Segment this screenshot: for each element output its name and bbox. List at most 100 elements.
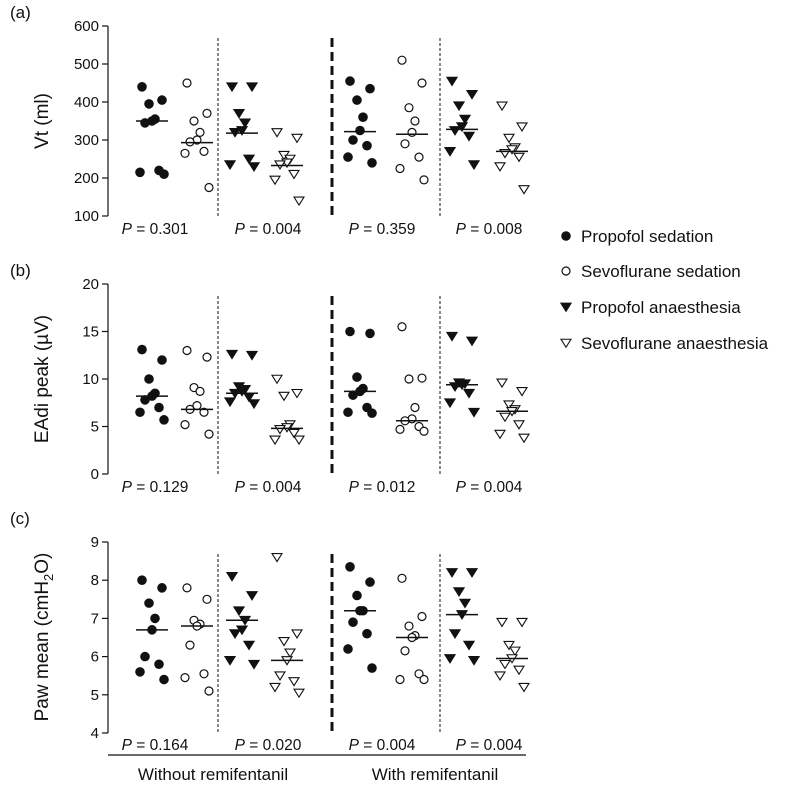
data-point [345,326,355,337]
y-tick-label: 0 [91,466,99,483]
series-propofol-sedation [343,562,377,673]
data-point [516,122,528,132]
data-point [159,415,169,425]
data-point [467,407,481,418]
legend-marker [559,302,573,313]
data-point [494,162,506,172]
data-point [245,350,259,361]
y-axis-label: Paw mean (cmH2O) [32,553,56,722]
data-point [293,196,305,207]
y-tick-label: 20 [82,276,99,293]
legend-marker [561,266,571,276]
data-point [499,659,511,670]
y-axis-label: Vt (ml) [32,93,53,149]
series-propofol-anaesthesia [443,76,481,171]
group-label: With remifentanil [372,765,499,784]
data-point [414,152,424,162]
data-point [395,674,405,685]
data-point [278,391,290,402]
y-tick-label: 300 [74,132,99,149]
data-point [135,667,145,677]
data-point [135,167,145,178]
series-sevoflurane-anaesthesia [269,128,305,207]
data-point [458,598,472,609]
data-point [452,101,466,112]
data-point [238,118,252,129]
data-point [180,420,190,430]
data-point [513,665,525,676]
data-point [419,175,429,185]
data-point [199,669,209,679]
series-propofol-sedation [135,344,169,425]
data-point [232,606,246,617]
data-point [182,345,192,356]
group-axis: Without remifentanil With remifentanil [108,754,526,784]
data-point [144,598,154,608]
data-point [417,78,427,88]
data-point [458,114,472,125]
data-point [137,82,147,92]
data-point [223,160,237,171]
y-tick-label: 6 [91,649,99,666]
data-point [245,82,259,93]
data-point [513,152,525,163]
legend-item: Sevoflurane sedation [561,262,741,281]
data-point [419,426,429,436]
panel-3: (c) 4 5 6 7 8 9 Paw mean (cmH2O) P = 0.164 P = 0.… [10,509,530,754]
data-point [397,55,407,65]
data-point [291,629,303,639]
data-point [452,587,466,598]
p-value: P = 0.359 [349,221,416,238]
data-point [397,322,407,332]
data-point [284,648,296,659]
data-point [358,112,368,122]
legend-label: Propofol anaesthesia [581,298,741,317]
y-tick-label: 7 [91,610,99,627]
data-point [367,663,377,673]
data-point [499,412,511,423]
data-point [343,152,353,162]
data-point [400,646,410,656]
y-tick-label: 10 [82,371,99,388]
data-point [462,131,476,142]
data-point [195,386,205,396]
data-point [410,402,420,413]
data-point [407,127,417,137]
data-point [503,400,515,410]
y-tick-label: 15 [82,324,99,341]
data-point [223,397,237,408]
data-point [513,420,525,430]
series-sevoflurane-sedation [395,322,429,436]
data-point [137,575,147,586]
data-point [144,99,154,109]
data-point [365,577,375,587]
data-point [518,682,530,693]
p-value: P = 0.164 [122,737,189,754]
panel-label: (a) [10,3,31,22]
data-point [345,76,355,86]
data-point [516,617,528,628]
series-propofol-sedation [135,575,169,685]
data-point [271,552,283,563]
data-point [516,387,528,397]
data-point [355,125,365,136]
data-point [467,656,481,666]
data-point [404,374,414,384]
legend-marker [560,338,572,349]
data-point [144,374,154,384]
data-point [395,163,405,174]
series-sevoflurane-sedation [180,78,214,193]
data-point [189,116,199,126]
data-point [362,140,372,151]
y-tick-label: 200 [74,170,99,187]
data-point [503,640,515,651]
data-point [247,659,261,670]
data-point [465,568,479,578]
data-point [157,95,167,105]
data-point [154,402,164,413]
data-point [414,669,424,679]
data-point [180,148,190,158]
data-point [288,169,300,180]
data-point [159,674,169,685]
data-point [140,395,150,405]
